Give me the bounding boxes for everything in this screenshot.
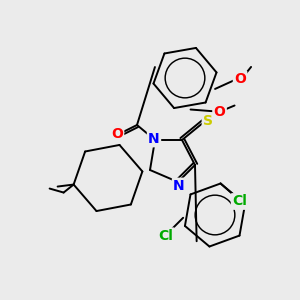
Text: O: O: [111, 127, 123, 141]
Text: S: S: [203, 114, 213, 128]
Text: Cl: Cl: [159, 229, 174, 243]
Text: Cl: Cl: [232, 194, 247, 208]
Text: N: N: [173, 179, 185, 193]
Text: N: N: [148, 132, 160, 146]
Text: O: O: [234, 72, 246, 86]
Text: O: O: [214, 104, 226, 118]
